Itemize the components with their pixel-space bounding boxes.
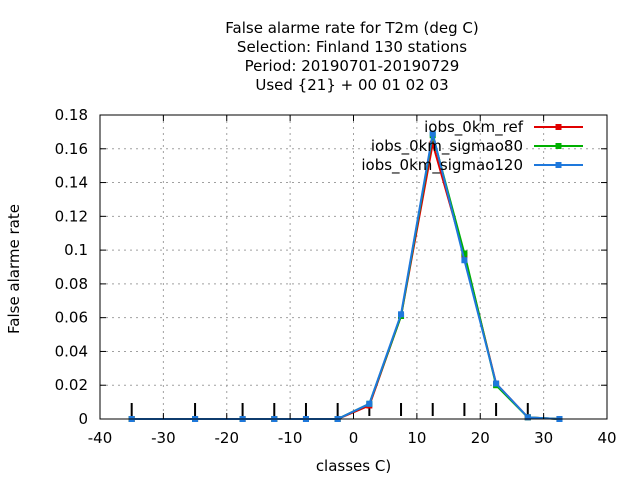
data-point (461, 257, 468, 264)
title-line: False alarme rate for T2m (deg C) (225, 19, 478, 37)
legend-marker (555, 124, 562, 130)
data-point (429, 140, 436, 147)
x-tick-label: -20 (215, 429, 240, 447)
y-tick-label: 0.02 (55, 376, 88, 394)
x-tick-label: 30 (534, 429, 553, 447)
legend-item: iobs_0km_sigmao80 (371, 137, 583, 156)
x-tick-label: -10 (278, 429, 303, 447)
y-tick-label: 0.12 (55, 207, 88, 225)
y-axis-label: False alarme rate (5, 204, 23, 334)
y-tick-label: 0.16 (55, 140, 88, 158)
chart-title: False alarme rate for T2m (deg C)Selecti… (225, 19, 478, 94)
legend-item: iobs_0km_sigmao120 (361, 156, 583, 175)
x-tick-labels: -40 -30 -20 -10 0 10 20 30 40 (88, 429, 617, 447)
data-point (493, 380, 500, 387)
series-layer (128, 130, 563, 422)
x-tick-label: 10 (407, 429, 426, 447)
y-tick-label: 0.1 (64, 241, 88, 259)
title-line: Period: 20190701-20190729 (245, 57, 460, 75)
legend: iobs_0km_refiobs_0km_sigmao80iobs_0km_si… (361, 118, 583, 175)
series-iobs_0km_sigmao120 (128, 130, 563, 422)
data-point (398, 311, 405, 318)
y-tick-label: 0.14 (55, 174, 88, 192)
x-tick-label: 0 (349, 429, 359, 447)
data-point (366, 400, 373, 407)
title-line: Used {21} + 00 01 02 03 (255, 76, 448, 94)
legend-item: iobs_0km_ref (424, 118, 583, 137)
x-tick-label: -30 (151, 429, 176, 447)
y-tick-labels: 0 0.02 0.04 0.06 0.08 0.1 0.12 0.14 0.16 0.18 (55, 106, 88, 428)
series-iobs_0km_sigmao80 (128, 132, 563, 422)
data-point (461, 250, 468, 257)
y-tick-label: 0.06 (55, 309, 88, 327)
grid-lines (100, 115, 607, 419)
legend-label: iobs_0km_ref (424, 118, 524, 137)
x-tick-label: 20 (471, 429, 490, 447)
data-point (524, 414, 531, 421)
y-tick-label: 0.18 (55, 106, 88, 124)
x-axis-label: classes C) (316, 457, 391, 475)
legend-label: iobs_0km_sigmao80 (371, 137, 523, 156)
axis-ticks (99, 114, 608, 420)
legend-marker (555, 143, 562, 149)
y-tick-label: 0.08 (55, 275, 88, 293)
x-tick-label: -40 (88, 429, 113, 447)
y-tick-label: 0 (78, 410, 88, 428)
title-line: Selection: Finland 130 stations (237, 38, 467, 56)
legend-label: iobs_0km_sigmao120 (361, 156, 523, 175)
class-markers (130, 403, 529, 416)
legend-marker (555, 162, 562, 168)
x-tick-label: 40 (597, 429, 616, 447)
data-point (429, 130, 436, 137)
y-tick-label: 0.04 (55, 342, 88, 360)
